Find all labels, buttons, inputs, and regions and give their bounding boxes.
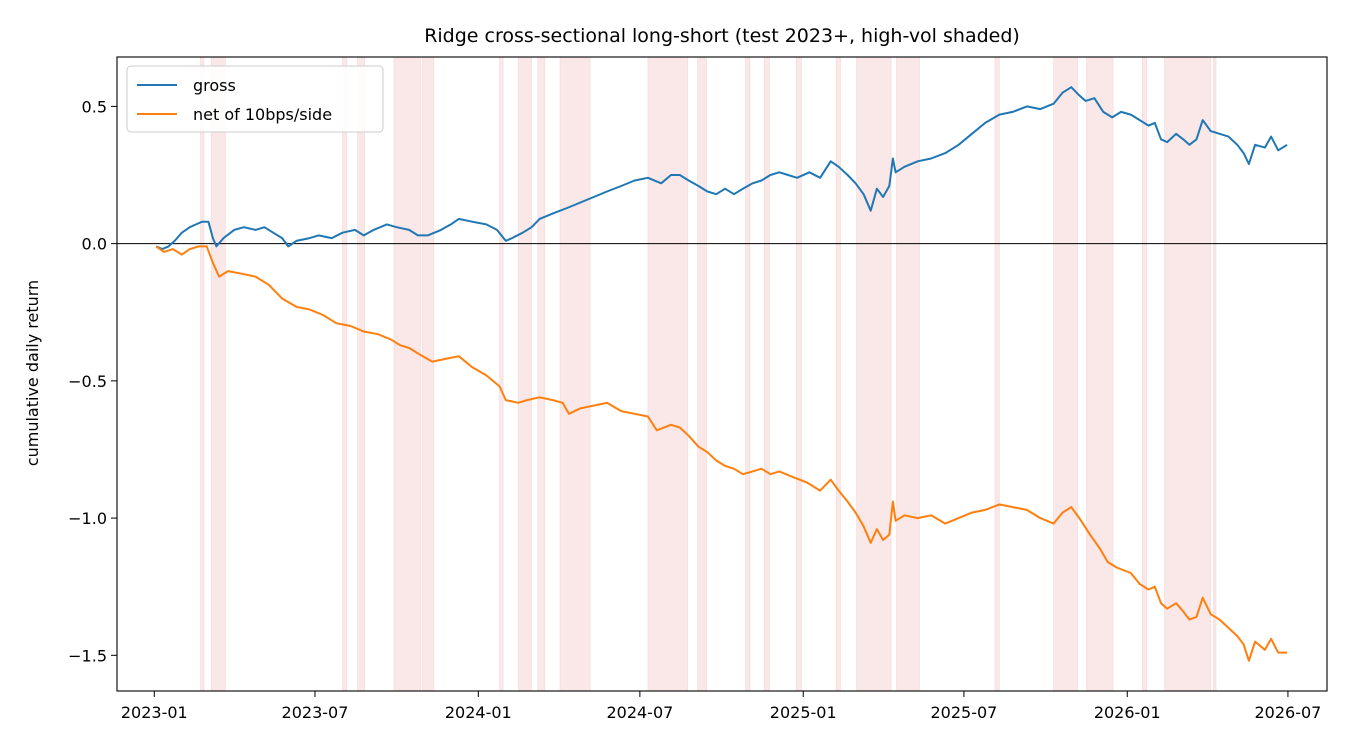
x-tick-label: 2025-01: [770, 703, 837, 722]
y-tick-label: −0.5: [68, 372, 107, 391]
high-vol-band: [210, 57, 226, 691]
high-vol-band: [559, 57, 591, 691]
y-tick-label: 0.0: [82, 235, 107, 254]
high-vol-band: [1086, 57, 1114, 691]
high-vol-band: [537, 57, 546, 691]
x-tick-label: 2024-01: [445, 703, 512, 722]
high-vol-band: [647, 57, 689, 691]
high-vol-band: [697, 57, 707, 691]
high-vol-band: [1142, 57, 1148, 691]
plot-frame: [116, 56, 1328, 692]
high-vol-band: [994, 57, 1000, 691]
legend-box: [126, 65, 384, 133]
x-tick-label: 2024-07: [606, 703, 673, 722]
x-tick-label: 2023-01: [121, 703, 188, 722]
series-line-net: [155, 245, 1288, 662]
high-vol-band: [422, 57, 435, 691]
high-vol-band: [745, 57, 751, 691]
high-vol-shading: [200, 57, 1217, 691]
x-tick-label: 2026-01: [1094, 703, 1161, 722]
high-vol-band: [357, 57, 365, 691]
legend-label: gross: [193, 76, 236, 95]
chart-title: Ridge cross-sectional long-short (test 2…: [424, 25, 1020, 47]
high-vol-band: [517, 57, 532, 691]
series-line-gross: [155, 86, 1288, 251]
x-tick-label: 2026-07: [1255, 703, 1322, 722]
axes: 2023-01 2023-07 2024-01 2024-07 2025-01 2025-…: [68, 56, 1328, 722]
high-vol-band: [393, 57, 421, 691]
y-tick-label: −1.5: [68, 646, 107, 665]
high-vol-band: [200, 57, 205, 691]
y-tick-label: 0.5: [82, 97, 107, 116]
y-tick-label: −1.0: [68, 509, 107, 528]
high-vol-band: [795, 57, 802, 691]
plot-area: [117, 86, 1327, 662]
legend-label: net of 10bps/side: [193, 105, 332, 124]
high-vol-band: [499, 57, 504, 691]
x-tick-label: 2025-07: [930, 703, 997, 722]
high-vol-band: [835, 57, 841, 691]
high-vol-band: [1164, 57, 1212, 691]
high-vol-band: [856, 57, 892, 691]
high-vol-band: [1053, 57, 1078, 691]
high-vol-band: [342, 57, 348, 691]
high-vol-band: [1213, 57, 1217, 691]
high-vol-band: [896, 57, 920, 691]
y-axis-label: cumulative daily return: [23, 280, 42, 466]
legend: gross net of 10bps/side: [126, 65, 384, 133]
x-tick-label: 2023-07: [282, 703, 349, 722]
high-vol-band: [763, 57, 770, 691]
